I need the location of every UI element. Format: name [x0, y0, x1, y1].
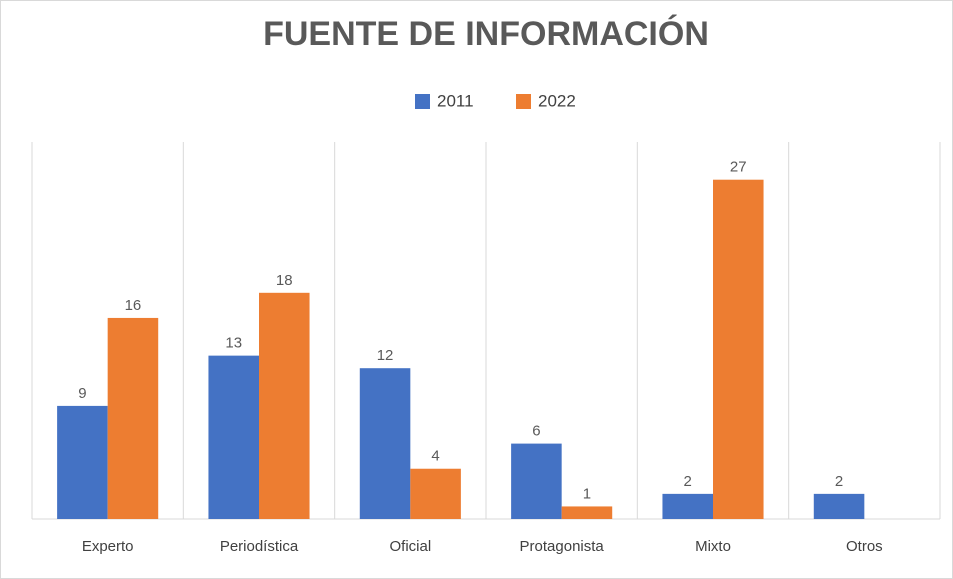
x-tick-label: Periodística — [220, 538, 299, 555]
x-tick-label: Mixto — [695, 538, 731, 555]
data-label: 9 — [78, 385, 86, 402]
bar — [208, 355, 259, 519]
legend-label: 2022 — [538, 91, 576, 110]
bar — [511, 443, 562, 519]
bar — [662, 493, 713, 519]
bar — [410, 468, 461, 519]
data-label: 1 — [583, 485, 591, 502]
data-label: 2 — [684, 473, 692, 490]
bar — [359, 368, 411, 519]
data-label: 2 — [835, 473, 843, 490]
data-label: 27 — [730, 159, 747, 176]
data-label: 18 — [276, 272, 293, 289]
legend-label: 2011 — [437, 91, 474, 110]
bar — [813, 493, 865, 519]
bar — [107, 317, 159, 519]
legend-swatch — [516, 94, 531, 109]
bar — [713, 179, 764, 519]
data-label: 4 — [431, 448, 439, 465]
data-label: 16 — [125, 297, 142, 314]
legend-swatch — [415, 94, 430, 109]
bar — [561, 506, 613, 519]
data-label: 13 — [225, 335, 242, 352]
bar — [259, 292, 310, 519]
x-tick-label: Experto — [82, 538, 134, 555]
x-tick-label: Oficial — [389, 538, 431, 555]
data-label: 6 — [532, 423, 540, 440]
chart-title: FUENTE DE INFORMACIÓN — [263, 15, 709, 53]
x-tick-label: Otros — [846, 538, 883, 555]
x-tick-label: Protagonista — [520, 538, 605, 555]
data-label: 12 — [377, 347, 394, 364]
bar — [57, 405, 108, 519]
